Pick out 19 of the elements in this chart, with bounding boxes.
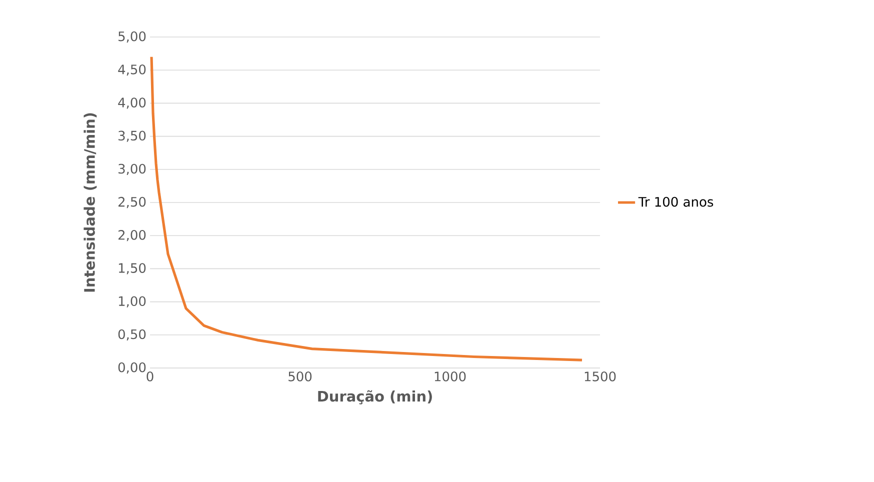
x-tick-label: 0 [146,372,154,382]
y-tick-label: 2,00 [118,230,146,242]
y-tick-label: 0,00 [118,362,146,374]
y-tick-label: 2,50 [118,196,146,208]
y-tick-label: 3,00 [118,164,146,175]
x-tick-label: 1000 [434,372,466,382]
legend-label: Tr 100 anos [638,196,714,207]
x-tick-label: 1500 [584,372,616,382]
y-tick-label: 4,50 [118,64,146,76]
x-tick-label: 500 [288,372,312,382]
y-tick-label: 1,00 [118,296,146,308]
y-axis-title: Intensidade (mm/min) [84,113,97,292]
y-tick-label: 1,50 [118,263,146,274]
y-tick-label: 4,00 [118,98,146,109]
x-axis-title: Duração (min) [318,390,432,404]
y-tick-label: 3,50 [118,130,146,142]
y-tick-label: 5,00 [118,31,146,43]
y-tick-label: 0,50 [118,329,146,340]
line-series [150,56,584,362]
